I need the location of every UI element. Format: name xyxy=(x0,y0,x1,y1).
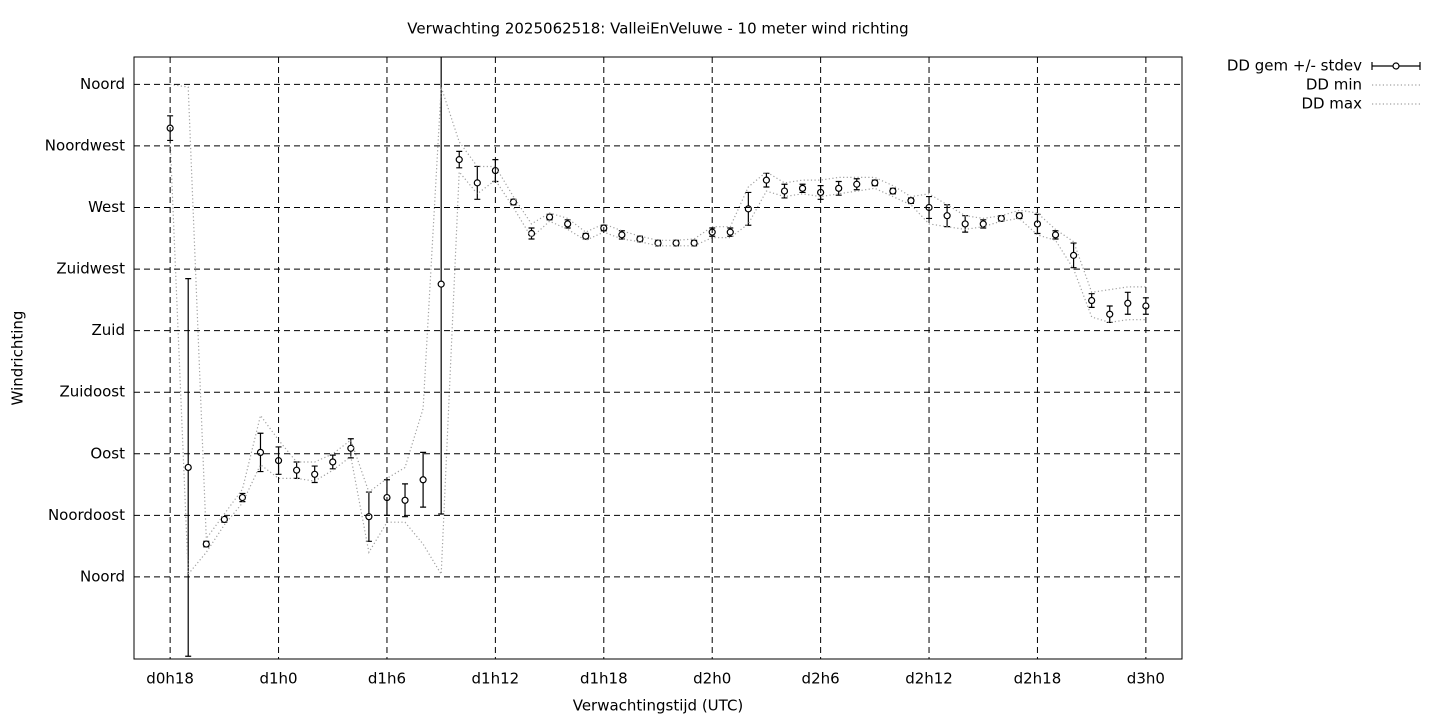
y-tick-label: Noord xyxy=(80,567,125,585)
y-axis-label: Windrichting xyxy=(9,311,27,406)
x-tick-label: d3h0 xyxy=(1127,670,1165,688)
data-point xyxy=(1124,299,1132,307)
legend-label: DD gem +/- stdev xyxy=(1227,57,1362,75)
data-point xyxy=(871,179,879,187)
data-point xyxy=(907,197,915,205)
data-point xyxy=(401,496,409,504)
data-point xyxy=(347,444,355,452)
y-tick-label: Noordwest xyxy=(45,136,125,154)
data-point xyxy=(798,184,807,192)
plot-frame xyxy=(133,56,1183,660)
data-point xyxy=(1069,251,1078,259)
data-point xyxy=(184,463,192,472)
x-tick-label: d1h6 xyxy=(368,670,406,688)
data-point xyxy=(419,476,427,484)
data-point xyxy=(238,493,247,502)
data-point xyxy=(365,513,373,521)
x-tick-label: d1h12 xyxy=(472,670,520,688)
x-tick-label: d0h18 xyxy=(146,670,194,688)
data-point xyxy=(943,212,951,220)
data-point xyxy=(202,540,210,548)
data-point xyxy=(311,470,319,478)
data-point xyxy=(1015,212,1023,220)
data-point xyxy=(979,220,987,228)
data-point xyxy=(1051,231,1060,239)
data-point xyxy=(726,228,734,236)
dotted-line xyxy=(170,83,1146,541)
data-point xyxy=(329,458,337,466)
data-point xyxy=(961,220,969,228)
data-point xyxy=(545,213,554,221)
data-point xyxy=(762,176,771,184)
data-point xyxy=(293,466,301,474)
chart-title: Verwachting 2025062518: ValleiEnVeluwe -… xyxy=(407,20,908,38)
plot-area xyxy=(134,57,1182,659)
y-tick-label: Zuidoost xyxy=(59,383,125,401)
data-point xyxy=(455,156,463,164)
x-tick-label: d2h18 xyxy=(1014,670,1062,688)
legend-swatch-point xyxy=(1392,62,1400,70)
legend-label: DD max xyxy=(1301,95,1362,113)
x-tick-label: d2h12 xyxy=(905,670,953,688)
x-tick-label: d2h6 xyxy=(802,670,840,688)
x-axis-label: Verwachtingstijd (UTC) xyxy=(573,697,744,715)
data-point xyxy=(564,220,572,228)
y-tick-label: West xyxy=(88,198,125,216)
data-point xyxy=(220,515,228,524)
x-tick-label: d1h18 xyxy=(580,670,628,688)
legend-label: DD min xyxy=(1306,76,1362,94)
data-point xyxy=(744,205,752,213)
data-point xyxy=(473,179,481,187)
data-point xyxy=(1088,296,1096,305)
y-tick-label: Noord xyxy=(80,75,125,93)
x-tick-label: d2h0 xyxy=(693,670,731,688)
clipped-data xyxy=(166,57,1150,657)
data-point xyxy=(582,232,590,240)
data-point xyxy=(690,239,698,247)
dotted-line xyxy=(169,139,1146,577)
data-point xyxy=(437,280,445,288)
y-tick-label: Noordoost xyxy=(48,506,125,524)
data-point xyxy=(1106,310,1114,318)
data-point xyxy=(672,239,680,247)
y-tick-label: Zuidwest xyxy=(56,260,125,278)
data-point xyxy=(780,187,789,195)
data-point xyxy=(618,231,626,239)
x-tick-label: d1h0 xyxy=(259,670,297,688)
data-point xyxy=(835,184,843,192)
data-point xyxy=(256,448,265,457)
y-tick-label: Zuid xyxy=(92,321,125,339)
data-point xyxy=(636,235,644,243)
data-point xyxy=(889,187,897,195)
y-tick-label: Oost xyxy=(90,444,125,462)
data-point xyxy=(654,239,662,247)
data-point xyxy=(853,180,861,188)
